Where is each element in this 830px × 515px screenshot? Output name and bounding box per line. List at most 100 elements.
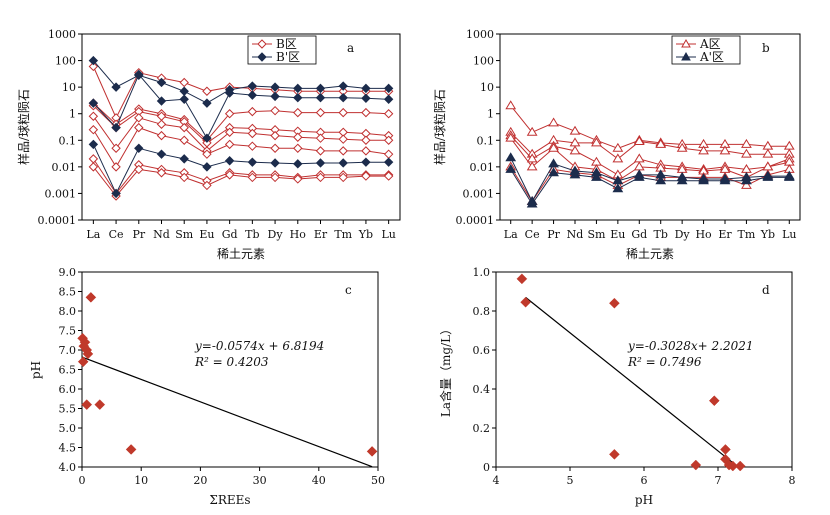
data-point [134, 122, 144, 133]
data-point [505, 152, 517, 162]
data-point [383, 109, 394, 119]
data-point [338, 146, 348, 156]
data-point [81, 399, 93, 410]
data-point [612, 153, 624, 163]
data-point [338, 107, 348, 118]
plot-frame-a [81, 33, 401, 221]
data-point [202, 180, 212, 191]
data-point [505, 132, 517, 142]
data-point [734, 460, 746, 472]
data-point [338, 172, 348, 183]
data-point [270, 130, 280, 141]
y-axis-label-d: La含量（mg/L） [438, 323, 453, 417]
data-point [315, 133, 326, 143]
y-tick-label: 10 [62, 81, 76, 94]
plot-frame-d [495, 271, 793, 468]
y-tick-label: 0.001 [463, 187, 495, 200]
x-tick-label: Tm [334, 228, 352, 241]
data-point [361, 171, 371, 181]
data-point [156, 149, 167, 159]
data-point [633, 153, 645, 163]
data-point [156, 168, 167, 178]
x-tick-label: 6 [641, 474, 648, 487]
data-point [548, 142, 559, 152]
data-point [338, 134, 348, 144]
y-tick-label: 1000 [48, 28, 76, 41]
data-point [315, 83, 326, 94]
y-ticks-b: 0.0001 0.001 0.01 0.1 1 10 100 1000 [456, 28, 500, 227]
data-point [633, 161, 645, 171]
y-tick-label: 1 [69, 108, 76, 121]
y-tick-label: 100 [473, 55, 494, 68]
panel-letter-a: a [347, 41, 354, 55]
data-point [609, 297, 620, 309]
panel-letter-c: c [345, 283, 352, 297]
data-point [111, 82, 121, 92]
data-point [383, 83, 394, 94]
data-point [591, 171, 602, 181]
x-tick-label: 5 [567, 474, 574, 487]
y-tick-label: 1.0 [473, 266, 491, 279]
x-tick-label: Er [314, 228, 328, 241]
legend-label-b-prime: B'区 [276, 50, 300, 64]
panel-a: 0.0001 0.001 0.01 0.1 1 10 100 1000 La Ce Pr Nd Sm E… [16, 28, 401, 261]
data-point [270, 91, 280, 102]
y-tick-label: 0.8 [473, 305, 491, 318]
data-point [315, 146, 326, 156]
x-tick-label: La [86, 228, 100, 241]
x-tick-label: Tm [738, 228, 756, 241]
x-tick-label: 4 [493, 474, 500, 487]
data-point [88, 125, 99, 135]
data-point [569, 145, 581, 155]
data-point [224, 156, 235, 166]
y-axis-label-c: pH [29, 361, 43, 379]
x-tick-label: Dy [675, 228, 691, 241]
y-tick-label: 6.5 [59, 364, 77, 377]
x-tick-label: Yb [760, 228, 775, 241]
y-axis-label-b: 样品/球粒陨石 [432, 89, 447, 165]
data-point [315, 107, 326, 118]
y-tick-label: 1 [487, 108, 494, 121]
y-tick-label: 0.2 [473, 422, 491, 435]
y-ticks-a: 0.0001 0.001 0.01 0.1 1 10 100 1000 [38, 28, 82, 227]
data-point [338, 81, 348, 91]
x-ticks-c: 0 10 20 30 40 50 [79, 467, 385, 487]
plot-frame-b [499, 33, 801, 221]
data-point [741, 138, 752, 148]
data-point [569, 169, 581, 179]
data-point [179, 172, 189, 183]
data-point [202, 133, 212, 143]
panel-b: 0.0001 0.001 0.01 0.1 1 10 100 1000 La Ce Pr Nd Sm E… [432, 28, 801, 261]
data-point [366, 446, 378, 457]
x-tick-label: Eu [610, 228, 625, 241]
x-tick-label: Er [718, 228, 732, 241]
data-point [361, 157, 371, 167]
data-point [383, 94, 394, 104]
data-point [520, 296, 531, 308]
data-point [247, 157, 258, 167]
data-point [156, 130, 167, 141]
data-point [202, 149, 212, 159]
data-point [156, 96, 167, 106]
data-point [179, 122, 189, 133]
data-point [516, 273, 528, 285]
data-point [270, 158, 280, 168]
y-tick-label: 0 [483, 461, 490, 474]
x-axis-label-d: pH [635, 493, 653, 507]
y-tick-label: 5.0 [59, 422, 77, 435]
data-point [548, 167, 559, 177]
data-point [111, 162, 121, 172]
data-point [655, 175, 667, 185]
data-point [270, 82, 280, 92]
x-tick-label: Sm [175, 228, 194, 241]
x-axis-label-c: ΣREEs [209, 493, 250, 507]
data-point [526, 198, 538, 208]
series-a [88, 55, 394, 201]
x-tick-label: 8 [789, 474, 796, 487]
data-point [338, 158, 348, 168]
data-point [505, 100, 517, 110]
y-tick-label: 0.01 [52, 161, 77, 174]
y-tick-label: 0.6 [473, 344, 491, 357]
data-point [111, 143, 121, 153]
data-point [591, 137, 602, 147]
